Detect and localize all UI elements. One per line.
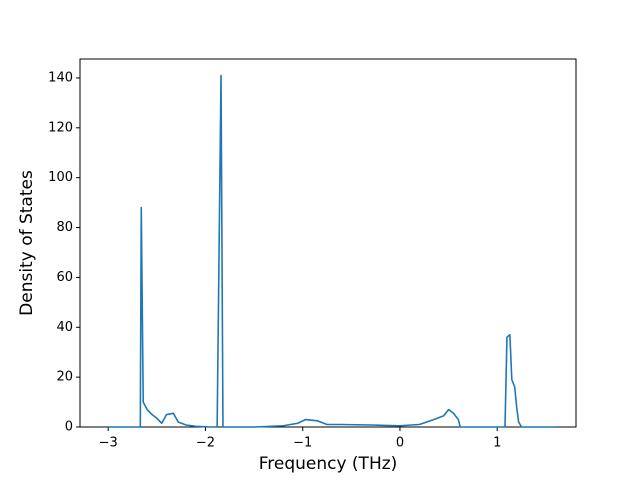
- x-tick-label: 1: [493, 436, 501, 451]
- y-tick-label: 40: [56, 320, 73, 335]
- x-axis-label: Frequency (THz): [259, 454, 398, 474]
- y-axis-label: Density of States: [17, 170, 37, 316]
- x-tick-label: −1: [293, 436, 312, 451]
- x-tick-label: −3: [99, 436, 118, 451]
- y-tick-label: 100: [48, 170, 73, 185]
- y-tick-label: 0: [65, 420, 73, 435]
- x-tick-label: −2: [196, 436, 215, 451]
- y-tick-label: 20: [56, 370, 73, 385]
- y-tick-label: 60: [56, 270, 73, 285]
- y-tick-label: 80: [56, 220, 73, 235]
- y-tick-label: 120: [48, 120, 73, 135]
- data-line: [108, 74, 556, 428]
- x-tick-label: 0: [396, 436, 404, 451]
- y-tick-label: 140: [48, 70, 73, 85]
- axes-frame: [79, 58, 577, 428]
